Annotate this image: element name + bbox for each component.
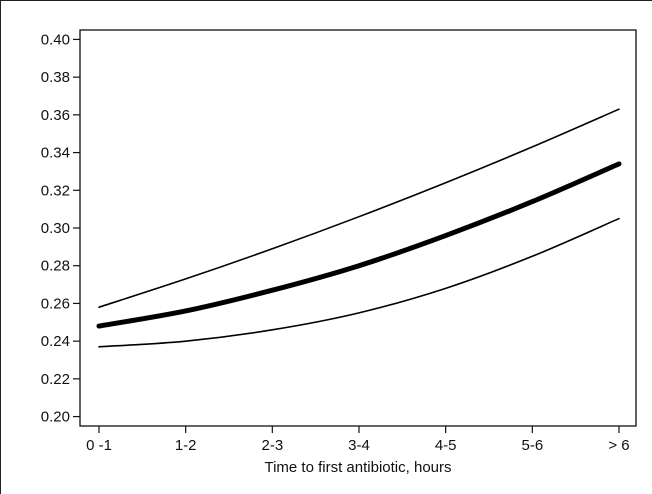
y-tick-label: 0.32 (41, 182, 70, 199)
x-tick-label: 3-4 (348, 437, 370, 454)
y-tick-label: 0.40 (41, 31, 70, 48)
y-tick-label: 0.36 (41, 107, 70, 124)
upper-ci-line (98, 108, 620, 308)
y-tick-label: 0.34 (41, 145, 70, 162)
y-tick-label: 0.28 (41, 258, 70, 275)
x-tick-label: > 6 (608, 437, 629, 454)
x-tick-label: 0 -1 (86, 437, 112, 454)
y-tick-label: 0.38 (41, 69, 70, 86)
x-tick-label: 2-3 (261, 437, 283, 454)
estimate-line (96, 161, 622, 329)
y-axis: 0.20 0.22 0.24 0.26 0.28 0.30 0.32 0.34 0.36 0.38… (41, 31, 80, 426)
y-tick-label: 0.30 (41, 220, 70, 237)
x-axis-title: Time to first antibiotic, hours (264, 459, 451, 476)
x-axis: 0 -1 1-2 2-3 3-4 4-5 5-6 > 6 (86, 426, 630, 454)
lower-ci-line (98, 217, 620, 348)
x-tick-label: 5-6 (521, 437, 543, 454)
x-tick-label: 1-2 (175, 437, 197, 454)
y-tick-label: 0.20 (41, 409, 70, 426)
y-tick-label: 0.24 (41, 333, 70, 350)
y-tick-label: 0.22 (41, 371, 70, 388)
x-tick-label: 4-5 (435, 437, 457, 454)
series-lines (96, 108, 622, 348)
y-tick-label: 0.26 (41, 295, 70, 312)
plot-area (79, 29, 637, 427)
